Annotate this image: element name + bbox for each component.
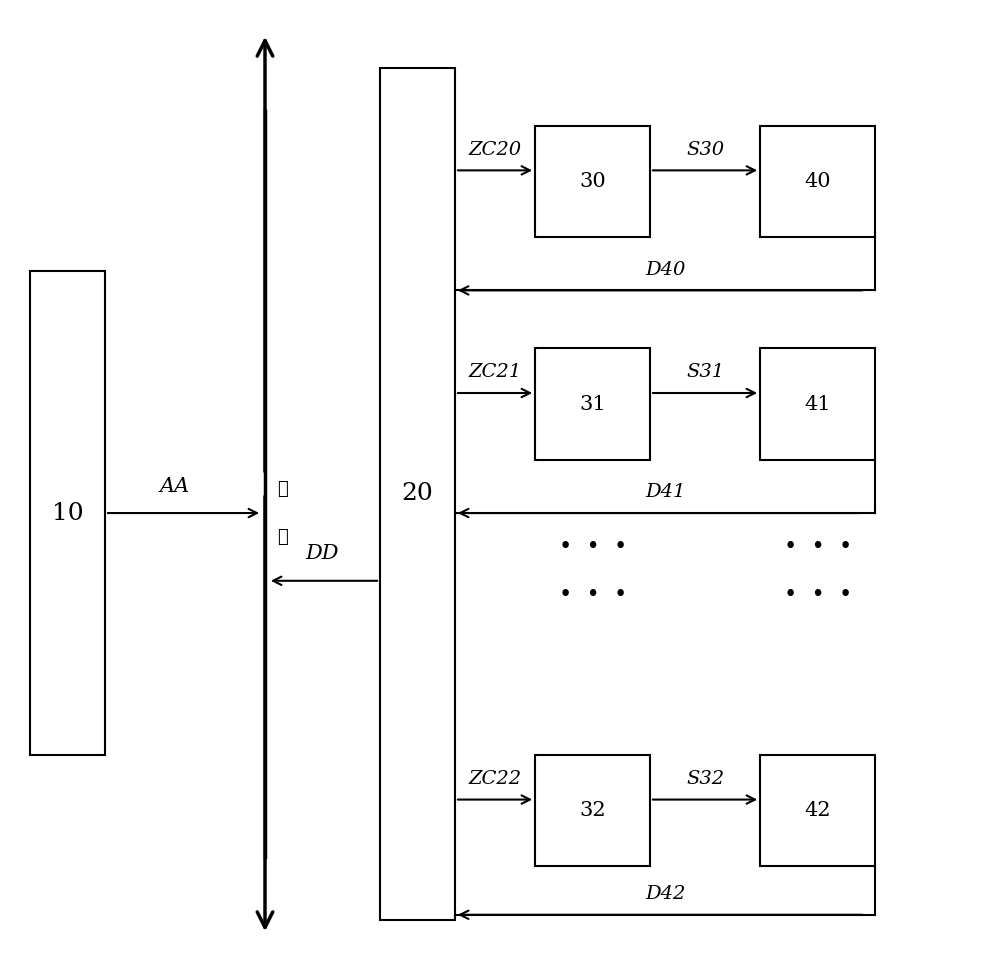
Text: S31: S31 bbox=[686, 363, 724, 381]
Text: 总: 总 bbox=[277, 480, 288, 498]
FancyBboxPatch shape bbox=[535, 348, 650, 460]
Text: 10: 10 bbox=[52, 501, 83, 525]
Text: 20: 20 bbox=[402, 482, 433, 505]
FancyBboxPatch shape bbox=[30, 271, 105, 755]
Text: S32: S32 bbox=[686, 770, 724, 788]
Text: •  •  •: • • • bbox=[784, 536, 852, 558]
FancyBboxPatch shape bbox=[535, 755, 650, 866]
Text: AA: AA bbox=[160, 476, 190, 496]
Text: 40: 40 bbox=[804, 172, 831, 191]
Text: 42: 42 bbox=[804, 802, 831, 820]
FancyBboxPatch shape bbox=[760, 348, 875, 460]
Text: D40: D40 bbox=[645, 260, 685, 279]
Text: D41: D41 bbox=[645, 483, 685, 501]
FancyBboxPatch shape bbox=[535, 126, 650, 237]
Text: 32: 32 bbox=[579, 802, 606, 820]
FancyBboxPatch shape bbox=[380, 68, 455, 920]
FancyBboxPatch shape bbox=[760, 126, 875, 237]
Text: •  •  •: • • • bbox=[559, 536, 627, 558]
Text: •  •  •: • • • bbox=[784, 585, 852, 606]
Text: 31: 31 bbox=[579, 395, 606, 413]
Text: DD: DD bbox=[306, 544, 339, 563]
Text: 41: 41 bbox=[804, 395, 831, 413]
Text: •  •  •: • • • bbox=[559, 585, 627, 606]
Text: ZC21: ZC21 bbox=[468, 363, 522, 381]
Text: 线: 线 bbox=[277, 529, 288, 546]
Text: ZC22: ZC22 bbox=[468, 770, 522, 788]
FancyBboxPatch shape bbox=[760, 755, 875, 866]
Text: S30: S30 bbox=[686, 140, 724, 159]
Text: 30: 30 bbox=[579, 172, 606, 191]
Text: D42: D42 bbox=[645, 885, 685, 903]
Text: ZC20: ZC20 bbox=[468, 140, 522, 159]
